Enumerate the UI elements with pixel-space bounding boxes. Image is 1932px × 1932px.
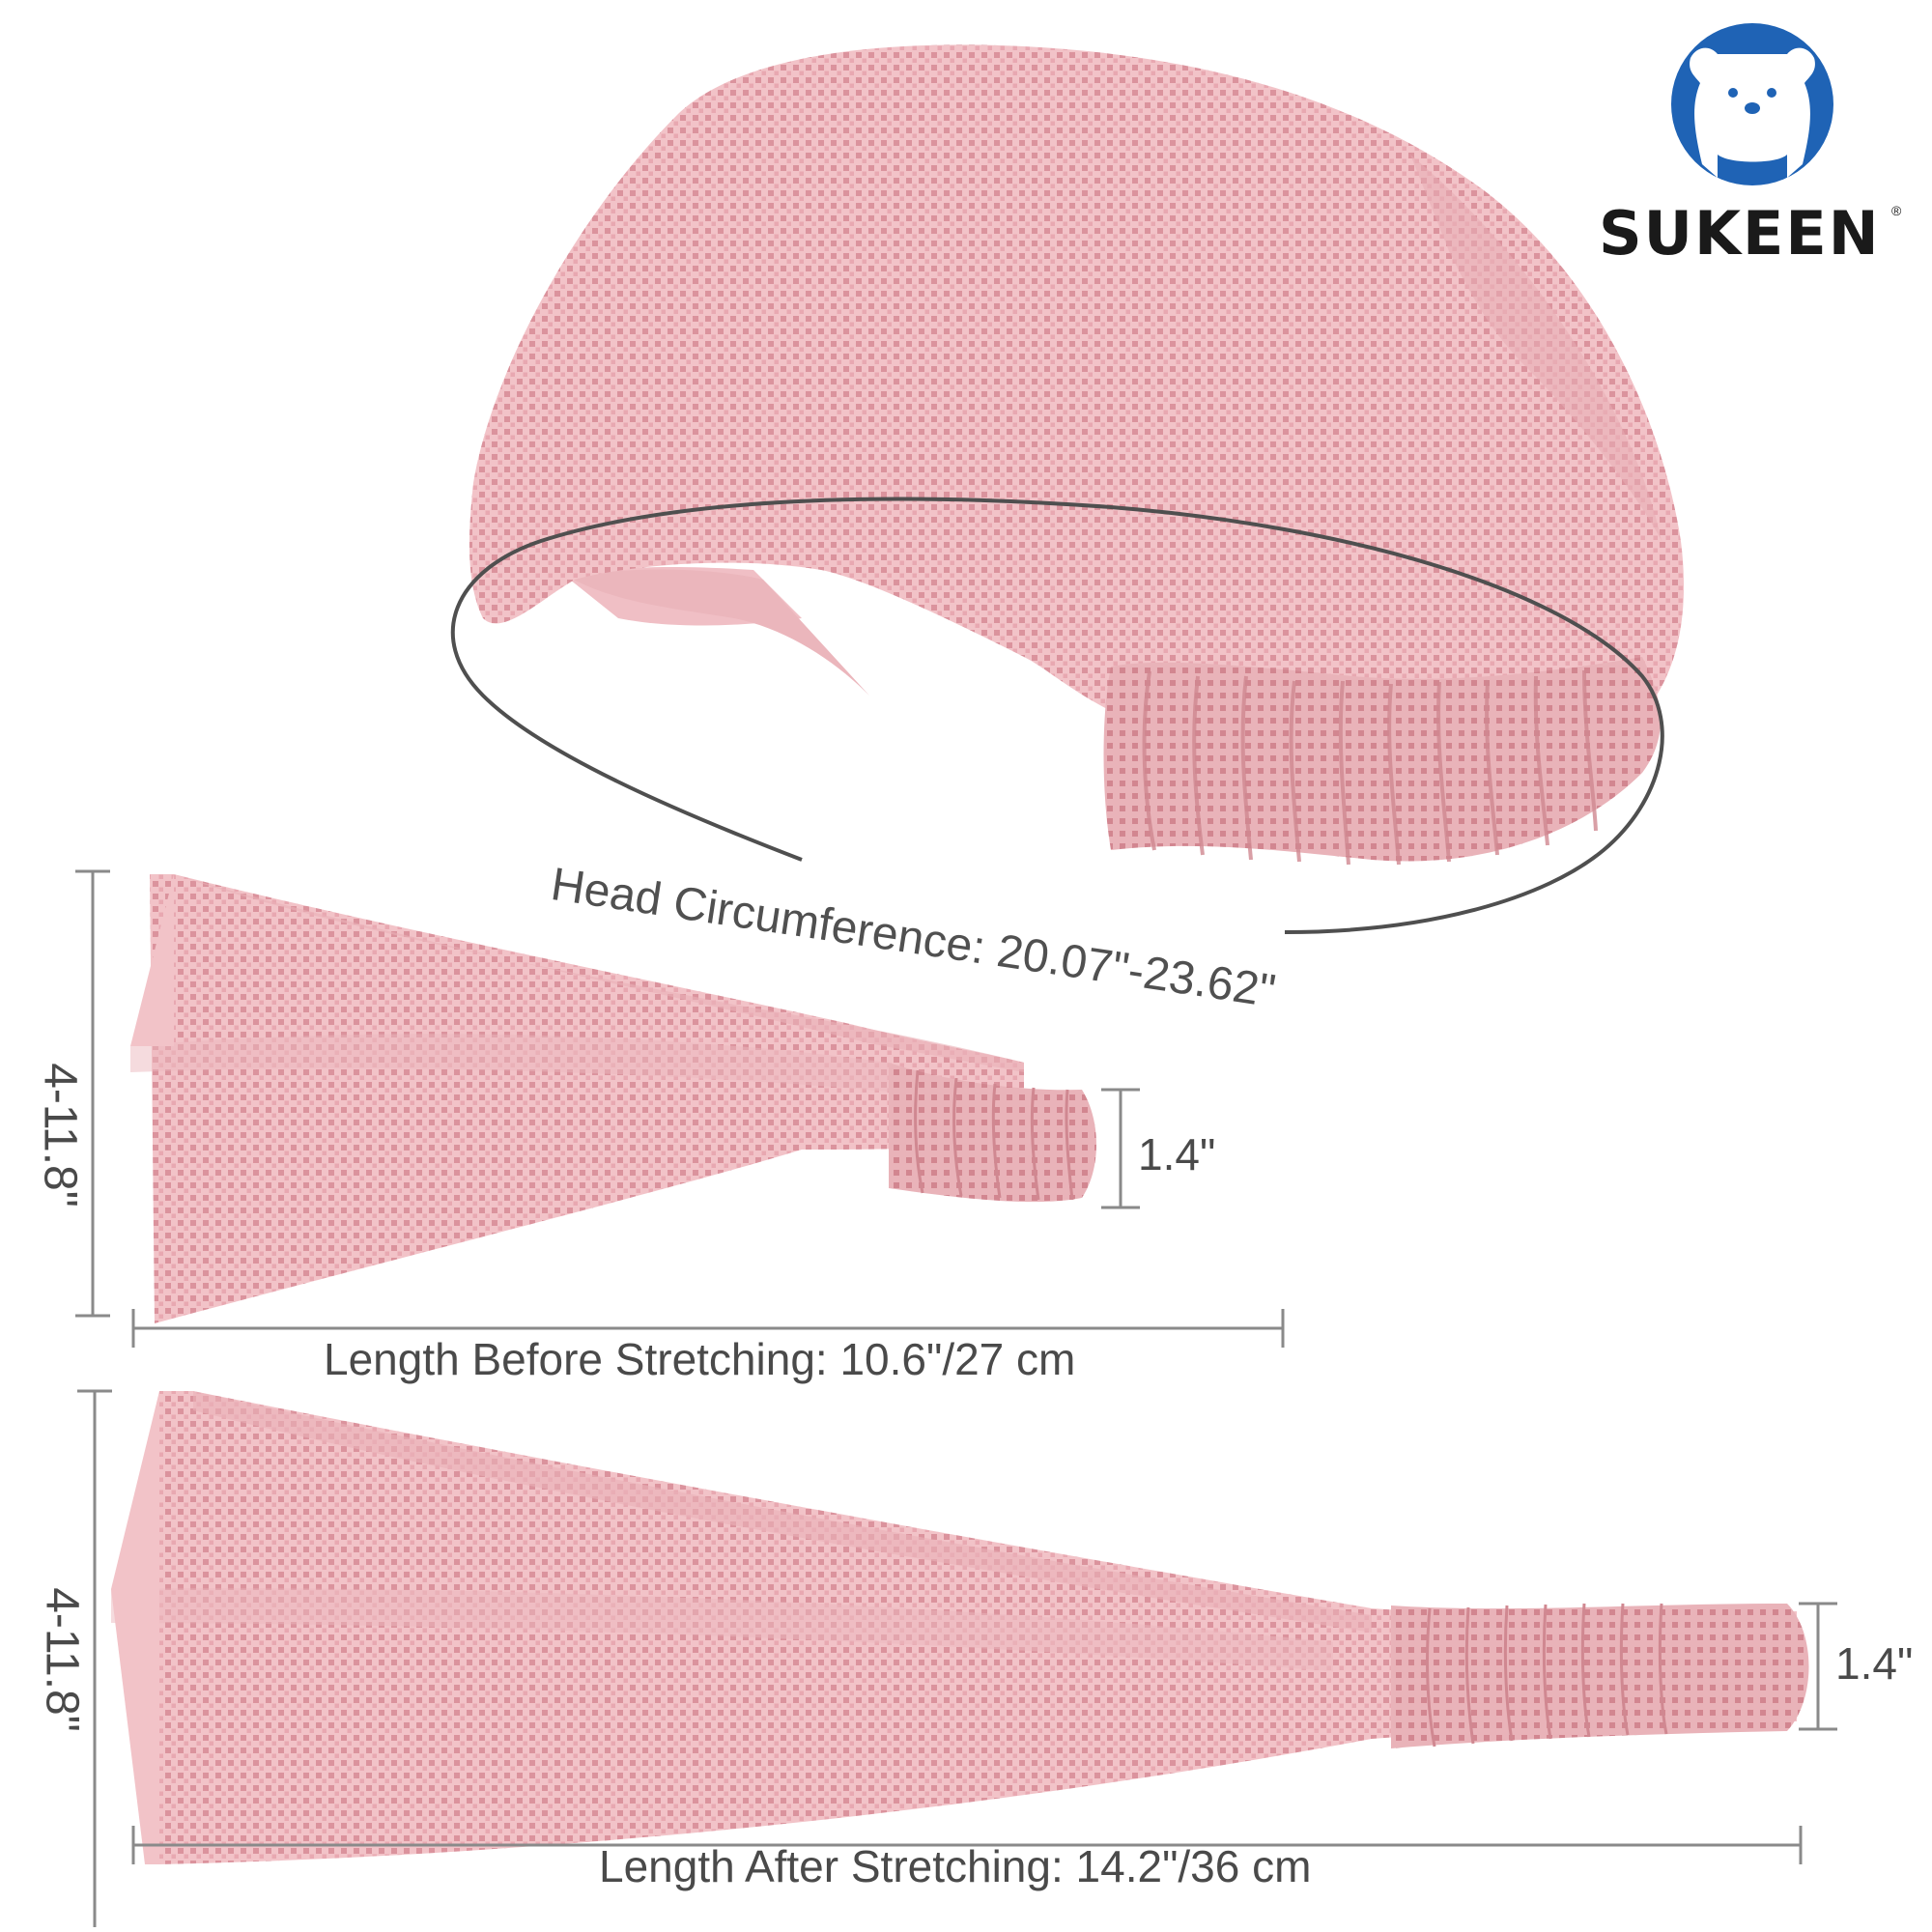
- length-before-label: Length Before Stretching: 10.6"/27 cm: [324, 1334, 1076, 1384]
- headband-3d-view: [450, 44, 1685, 934]
- headband-elastic: [1103, 657, 1661, 862]
- brand-name: SUKEEN: [1599, 198, 1881, 269]
- headband-body: [469, 44, 1685, 784]
- registered-mark: ®: [1891, 203, 1902, 218]
- headband-before-stretching: [130, 874, 1096, 1323]
- width-label-top: 4-11.8": [34, 1063, 86, 1208]
- width-label-bottom: 4-11.8": [36, 1587, 88, 1732]
- bear-face-icon: [1690, 47, 1815, 179]
- elastic-width-label-top: 1.4": [1138, 1129, 1216, 1179]
- length-after-label: Length After Stretching: 14.2"/36 cm: [599, 1841, 1312, 1891]
- elastic-width-label-bottom: 1.4": [1835, 1638, 1914, 1689]
- circumference-ellipse: [450, 497, 1664, 934]
- brand-logo: [1671, 23, 1833, 185]
- dimension-lines: [75, 869, 1837, 1927]
- headband-after-stretching: [111, 1391, 1809, 1864]
